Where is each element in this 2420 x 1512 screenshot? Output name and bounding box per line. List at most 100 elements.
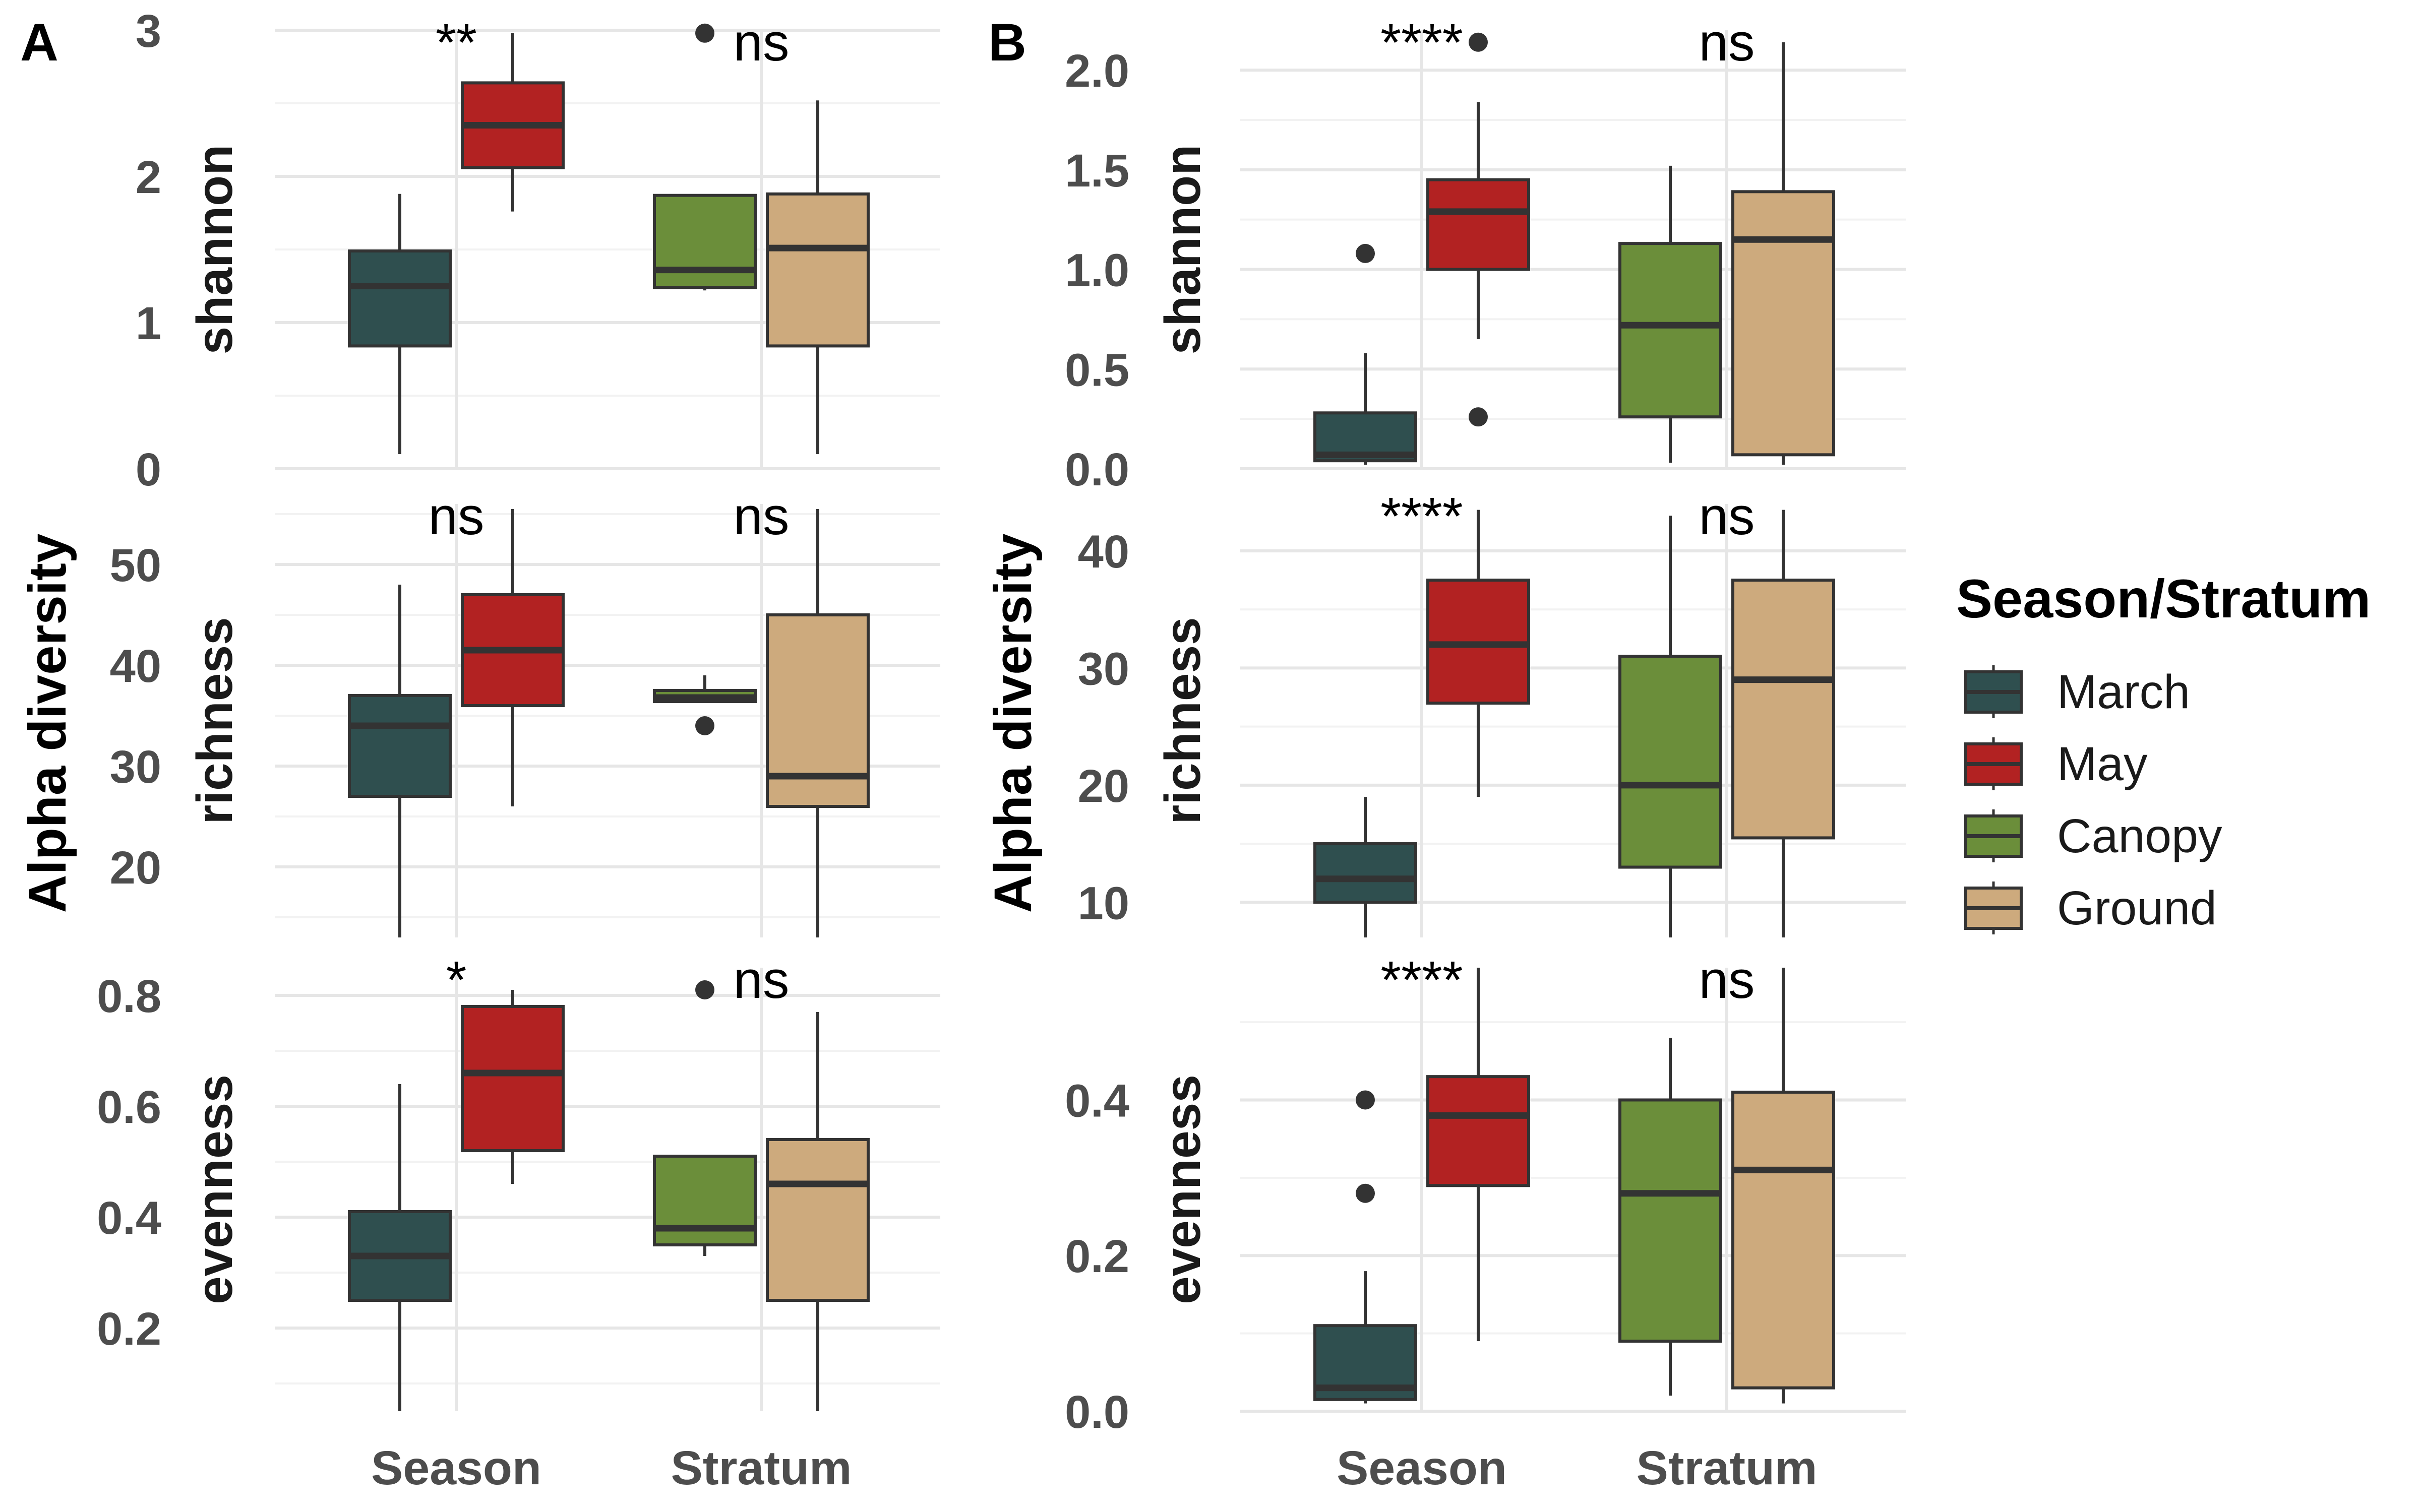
- panel-letter-b: B: [988, 13, 1026, 72]
- y-tick-label: 0.0: [1065, 1387, 1129, 1438]
- y-tick-label: 3: [136, 6, 161, 57]
- legend-item-may: May: [1964, 737, 2148, 791]
- y-tick-label: 0.4: [1065, 1075, 1129, 1126]
- facet-label-shannon: shannon: [1155, 145, 1211, 355]
- box-body: [1618, 1098, 1722, 1343]
- y-tick-label: 2.0: [1065, 45, 1129, 97]
- box-body: [1731, 579, 1835, 840]
- y-tick-label: 30: [1078, 643, 1129, 695]
- outlier-point: [1356, 1183, 1375, 1203]
- outlier-point: [695, 23, 714, 43]
- panel-letter-a: A: [20, 13, 58, 72]
- box-may: [1426, 510, 1530, 797]
- significance-label: ns: [734, 487, 790, 546]
- box-canopy: [1618, 516, 1722, 937]
- box-canopy: [1618, 1037, 1722, 1396]
- significance-label: ****: [1380, 951, 1463, 1010]
- box-body: [1313, 842, 1417, 904]
- facet-label-shannon: shannon: [187, 145, 243, 355]
- box-may: [1426, 32, 1530, 427]
- box-body: [1618, 242, 1722, 419]
- y-tick-label: 20: [1078, 761, 1129, 812]
- box-body: [348, 249, 452, 348]
- significance-label: ****: [1380, 13, 1463, 72]
- outlier-point: [695, 980, 714, 999]
- box-body: [461, 1005, 565, 1152]
- outlier-point: [1469, 407, 1488, 427]
- y-tick-label: 40: [110, 641, 161, 692]
- legend-title: Season/Stratum: [1956, 568, 2371, 629]
- significance-label: ns: [734, 951, 790, 1010]
- box-may: [1426, 968, 1530, 1342]
- box-march: [1313, 243, 1417, 465]
- box-body: [1618, 655, 1722, 869]
- box-march: [348, 1084, 452, 1411]
- y-tick-label: 0.5: [1065, 344, 1129, 396]
- box-canopy: [653, 675, 757, 735]
- significance-label: ns: [1699, 487, 1755, 546]
- legend-label-canopy: Canopy: [2057, 809, 2222, 863]
- legend-item-canopy: Canopy: [1964, 809, 2222, 863]
- y-tick-label: 1.0: [1065, 245, 1129, 296]
- facet-a-richness: 20 30 40 50 richness ns ns: [110, 487, 940, 937]
- y-tick-label: 1: [136, 298, 161, 349]
- facet-label-evenness: evenness: [1155, 1075, 1211, 1304]
- significance-label: **: [436, 13, 477, 72]
- y-tick-label: 0.2: [1065, 1231, 1129, 1282]
- x-tick-stratum-a: Stratum: [671, 1441, 852, 1495]
- y-tick-label: 0.4: [97, 1192, 161, 1244]
- facet-b-evenness: 0.0 0.2 0.4 evenness **** ns: [1065, 951, 1906, 1438]
- facet-label-richness: richness: [1155, 617, 1211, 824]
- y-tick-label: 20: [110, 842, 161, 894]
- significance-label: ns: [1699, 951, 1755, 1010]
- y-tick-label: 30: [110, 741, 161, 793]
- y-axis-title-b: Alpha diversity: [984, 534, 1043, 913]
- y-tick-label: 40: [1078, 526, 1129, 578]
- box-ground: [1731, 968, 1835, 1404]
- significance-label: ns: [734, 13, 790, 72]
- x-tick-season-b: Season: [1337, 1441, 1507, 1495]
- box-body: [653, 1155, 757, 1246]
- box-body: [1731, 190, 1835, 457]
- legend-label-ground: Ground: [2057, 881, 2217, 935]
- facet-label-evenness: evenness: [187, 1075, 243, 1304]
- box-body: [766, 1138, 870, 1302]
- y-tick-label: 0.8: [97, 971, 161, 1022]
- box-march: [1313, 1090, 1417, 1404]
- box-ground: [1731, 510, 1835, 937]
- facet-a-evenness: 0.2 0.4 0.6 0.8 evenness * ns: [97, 951, 940, 1411]
- y-tick-label: 2: [136, 152, 161, 203]
- legend-item-ground: Ground: [1964, 881, 2217, 935]
- y-tick-label: 50: [110, 540, 161, 591]
- box-canopy: [653, 980, 757, 1256]
- box-canopy: [653, 23, 757, 291]
- x-tick-season-a: Season: [371, 1441, 541, 1495]
- box-body: [653, 194, 757, 289]
- box-body: [348, 694, 452, 798]
- box-canopy: [1618, 165, 1722, 463]
- box-body: [766, 192, 870, 348]
- significance-label: ****: [1380, 487, 1463, 546]
- box-body: [1426, 178, 1530, 271]
- x-tick-stratum-b: Stratum: [1637, 1441, 1818, 1495]
- box-body: [1731, 1091, 1835, 1390]
- box-ground: [766, 1012, 870, 1411]
- box-body: [1426, 1075, 1530, 1187]
- legend-item-march: March: [1964, 665, 2190, 719]
- facet-b-richness: 10 20 30 40 richness **** ns: [1078, 487, 1906, 937]
- y-tick-label: 1.5: [1065, 145, 1129, 197]
- outlier-point: [1356, 1090, 1375, 1110]
- y-tick-label: 10: [1078, 877, 1129, 929]
- box-march: [348, 585, 452, 937]
- box-ground: [1731, 42, 1835, 465]
- y-axis-title-a: Alpha diversity: [18, 534, 77, 913]
- facet-label-richness: richness: [187, 617, 243, 824]
- y-tick-label: 0.2: [97, 1303, 161, 1355]
- significance-label: ns: [1699, 13, 1755, 72]
- outlier-point: [1356, 243, 1375, 263]
- legend-label-march: March: [2057, 665, 2190, 719]
- outlier-point: [695, 716, 714, 735]
- box-ground: [766, 100, 870, 454]
- y-tick-label: 0.0: [1065, 444, 1129, 495]
